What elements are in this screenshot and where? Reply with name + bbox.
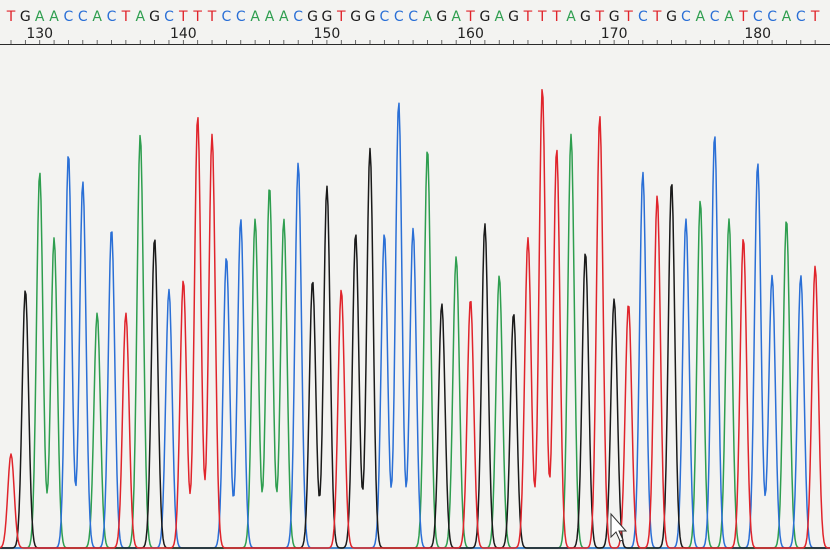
base-call-g: G (580, 9, 591, 25)
base-call-a: A (265, 9, 275, 25)
base-call-c: C (64, 9, 74, 25)
base-call-g: G (20, 9, 31, 25)
base-call-a: A (695, 9, 705, 25)
base-call-t: T (336, 9, 346, 25)
base-call-g: G (666, 9, 677, 25)
base-call-a: A (92, 9, 102, 25)
base-call-c: C (753, 9, 763, 25)
position-label: 130 (26, 26, 53, 42)
base-call-t: T (192, 9, 202, 25)
base-call-c: C (681, 9, 691, 25)
position-label: 180 (744, 26, 771, 42)
base-call-c: C (767, 9, 777, 25)
base-call-c: C (293, 9, 303, 25)
base-call-t: T (738, 9, 748, 25)
base-call-c: C (638, 9, 648, 25)
base-call-g: G (436, 9, 447, 25)
base-call-c: C (408, 9, 418, 25)
base-call-g: G (307, 9, 318, 25)
base-call-t: T (810, 9, 820, 25)
base-call-g: G (350, 9, 361, 25)
position-axis: 130 140 150 160 170 180 (10, 26, 816, 44)
base-call-a: A (782, 9, 792, 25)
base-call-c: C (394, 9, 404, 25)
base-call-c: C (164, 9, 174, 25)
base-call-g: G (321, 9, 332, 25)
base-call-c: C (710, 9, 720, 25)
base-call-c: C (796, 9, 806, 25)
base-call-c: C (78, 9, 88, 25)
trace-t (0, 88, 830, 549)
base-call-c: C (107, 9, 117, 25)
base-call-t: T (207, 9, 217, 25)
base-call-t: T (551, 9, 561, 25)
mouse-cursor-icon (610, 512, 628, 542)
base-call-a: A (494, 9, 504, 25)
base-call-t: T (121, 9, 131, 25)
base-call-a: A (423, 9, 433, 25)
base-call-t: T (537, 9, 547, 25)
base-call-t: T (465, 9, 475, 25)
base-call-t: T (523, 9, 533, 25)
base-call-g: G (149, 9, 160, 25)
base-call-a: A (451, 9, 461, 25)
base-call-g: G (479, 9, 490, 25)
base-call-a: A (49, 9, 59, 25)
base-call-g: G (508, 9, 519, 25)
position-label: 150 (314, 26, 341, 42)
base-call-t: T (594, 9, 604, 25)
base-call-a: A (135, 9, 145, 25)
base-call-t: T (6, 9, 16, 25)
base-call-g: G (609, 9, 620, 25)
base-call-t: T (178, 9, 188, 25)
position-label: 170 (601, 26, 628, 42)
base-call-t: T (623, 9, 633, 25)
base-call-c: C (222, 9, 232, 25)
base-call-a: A (566, 9, 576, 25)
base-call-c: C (379, 9, 389, 25)
base-call-a: A (250, 9, 260, 25)
position-label: 160 (457, 26, 484, 42)
base-call-a: A (279, 9, 289, 25)
base-call-g: G (365, 9, 376, 25)
base-call-a: A (35, 9, 45, 25)
base-call-c: C (236, 9, 246, 25)
base-call-t: T (652, 9, 662, 25)
position-label: 140 (170, 26, 197, 42)
base-call-a: A (724, 9, 734, 25)
trace-group (0, 88, 830, 549)
